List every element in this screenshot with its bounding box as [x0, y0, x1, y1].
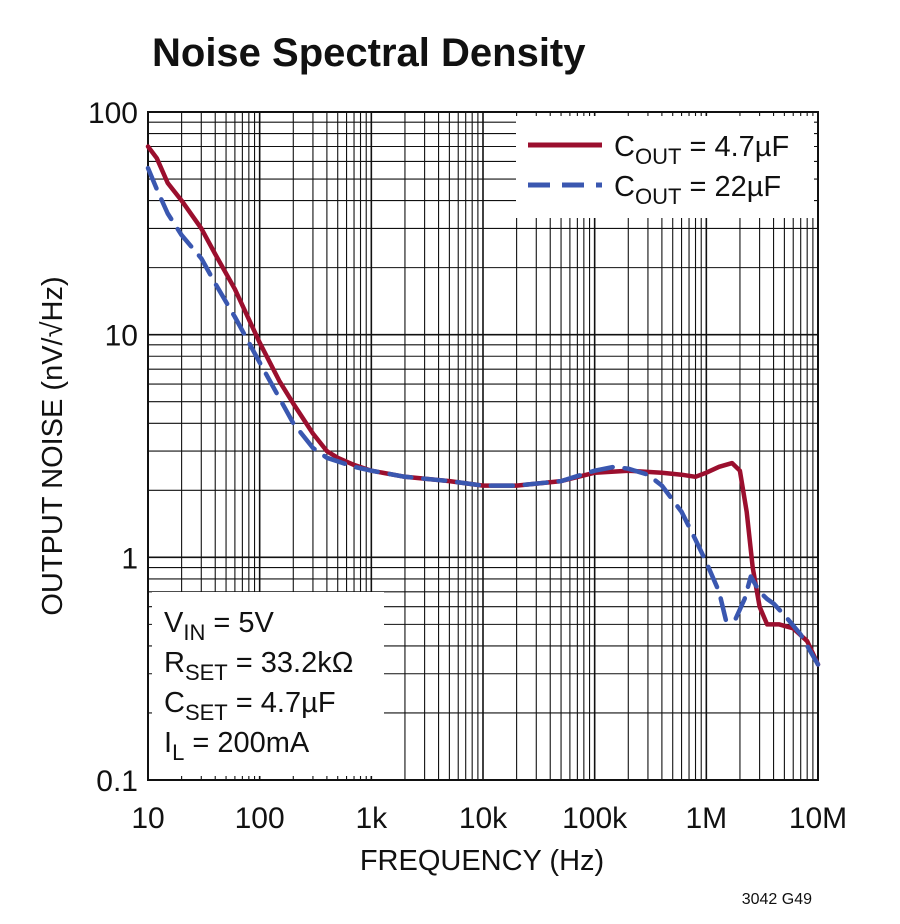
chart-title: Noise Spectral Density: [152, 31, 586, 75]
condition-line-2: RSET = 33.2kΩ: [164, 647, 353, 685]
y-tick-label: 1: [121, 542, 138, 575]
x-tick-label: 10M: [789, 802, 847, 835]
legend-label-2: COUT = 22µF: [614, 171, 781, 209]
series-layer: [145, 144, 821, 667]
x-tick-label: 1M: [685, 802, 727, 835]
tick-labels: 10 100 1k 10k 100k 1M 10M 100 10 1 0.1: [88, 97, 847, 835]
series-line-1: [145, 144, 821, 667]
x-tick-label: 10: [131, 802, 164, 835]
figure-code: 3042 G49: [742, 891, 812, 908]
condition-line-1: VIN = 5V: [164, 607, 275, 645]
y-tick-label: 0.1: [96, 765, 138, 798]
legend-label-1: COUT = 4.7µF: [614, 131, 789, 169]
legend-box: [516, 116, 814, 218]
condition-line-4: IL = 200mA: [164, 727, 310, 765]
x-tick-label: 10k: [459, 802, 508, 835]
y-tick-label: 100: [88, 97, 138, 130]
x-axis-label: FREQUENCY (Hz): [360, 845, 604, 877]
x-tick-label: 100: [235, 802, 285, 835]
conditions-background: [152, 592, 384, 776]
y-axis-label: OUTPUT NOISE (nV/√Hz): [37, 276, 69, 615]
x-tick-label: 100k: [562, 802, 628, 835]
plot-frame: [147, 111, 819, 781]
x-tick-label: 1k: [355, 802, 388, 835]
y-tick-label: 10: [105, 320, 138, 353]
series-line-2: [145, 165, 821, 667]
condition-line-3: CSET = 4.7µF: [164, 687, 336, 725]
